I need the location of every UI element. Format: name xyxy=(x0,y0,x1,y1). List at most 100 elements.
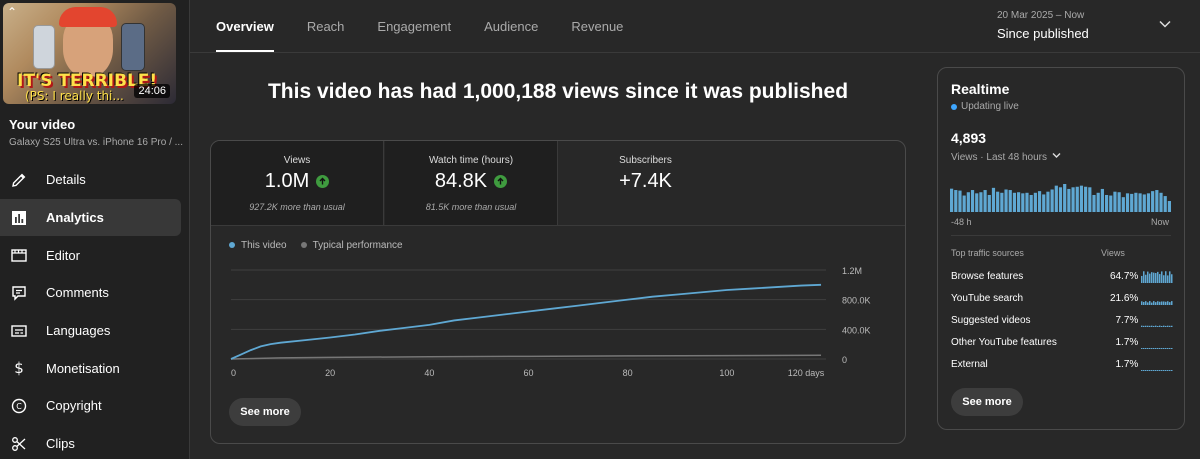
thumbnail-phone-left xyxy=(33,25,55,69)
realtime-bar xyxy=(1017,192,1021,212)
realtime-bar xyxy=(1134,192,1138,212)
sparkline-bar xyxy=(1165,271,1167,283)
sparkline-bar xyxy=(1147,348,1149,349)
x-tick-label: 120 days xyxy=(788,368,825,378)
realtime-bar xyxy=(975,193,979,212)
sidebar-item-languages[interactable]: Languages xyxy=(0,312,190,350)
tab-engagement[interactable]: Engagement xyxy=(377,18,452,34)
traffic-source: Suggested videos xyxy=(951,314,1031,326)
back-caret-icon[interactable]: ⌃ xyxy=(7,5,18,19)
realtime-bar xyxy=(1025,192,1029,212)
realtime-bar xyxy=(966,192,970,212)
y-tick-label: 400.0K xyxy=(842,325,871,335)
realtime-bar xyxy=(1130,193,1134,212)
realtime-period-selector[interactable]: Views · Last 48 hours xyxy=(951,150,1062,164)
realtime-bar xyxy=(1012,192,1017,212)
date-range-picker[interactable]: 20 Mar 2025 – Now Since published xyxy=(997,10,1089,41)
realtime-bar xyxy=(1021,193,1025,212)
sidebar-item-comments[interactable]: Comments xyxy=(0,274,190,312)
video-thumbnail[interactable]: ⌃ IT'S TERRIBLE! (PS: I really thi... 24… xyxy=(3,3,176,104)
sparkline-bar xyxy=(1169,271,1171,283)
x-tick-label: 20 xyxy=(325,368,335,378)
see-more-button[interactable]: See more xyxy=(229,398,301,426)
realtime-bar xyxy=(1163,196,1167,212)
sparkline-bar xyxy=(1155,370,1157,371)
metric-label: Views xyxy=(283,155,311,166)
sidebar-item-clips[interactable]: Clips xyxy=(0,425,190,459)
tab-audience[interactable]: Audience xyxy=(484,18,539,34)
realtime-bar-chart xyxy=(950,184,1171,212)
views-chart: 1.2M 800.0K 400.0K 0 0 20 40 60 80 100 120 days xyxy=(230,266,871,378)
sparkline-bar xyxy=(1165,348,1167,349)
chevron-down-icon[interactable] xyxy=(1158,17,1172,36)
sidebar-item-monetisation[interactable]: $ Monetisation xyxy=(0,349,190,387)
tabs-divider xyxy=(190,52,1200,53)
copyright-icon: C xyxy=(10,397,28,415)
metric-value-row: 84.8K xyxy=(385,170,557,193)
sparkline-bar xyxy=(1169,370,1171,371)
realtime-status-text: Updating live xyxy=(961,101,1019,112)
realtime-count: 4,893 xyxy=(951,130,987,146)
metric-views[interactable]: Views 1.0M 927.2K more than usual xyxy=(211,141,384,225)
sparkline-bar xyxy=(1141,370,1143,371)
sparkline-bar xyxy=(1147,325,1149,327)
analytics-tabs: Overview Reach Engagement Audience Reven… xyxy=(216,0,656,52)
sparkline-bar xyxy=(1161,271,1163,283)
traffic-header-views: Views xyxy=(1101,248,1125,258)
sidebar-item-label: Details xyxy=(46,172,86,188)
realtime-bar xyxy=(1100,188,1104,212)
traffic-source: External xyxy=(951,358,988,370)
sparkline-bar xyxy=(1157,348,1159,349)
sparkline-bar xyxy=(1141,275,1143,283)
realtime-bar xyxy=(991,187,996,212)
metric-note: 927.2K more than usual xyxy=(249,202,345,212)
realtime-bar xyxy=(1125,193,1130,212)
traffic-sparkline xyxy=(1141,301,1173,305)
sparkline-bar xyxy=(1149,370,1151,371)
realtime-bar xyxy=(1058,187,1063,212)
tab-overview[interactable]: Overview xyxy=(216,0,274,52)
x-tick-label: 80 xyxy=(623,368,633,378)
realtime-axis-end: Now xyxy=(1151,217,1170,227)
realtime-bar xyxy=(1113,191,1117,212)
sidebar-item-analytics[interactable]: Analytics xyxy=(0,198,181,237)
realtime-bar xyxy=(1088,187,1092,212)
sparkline-bar xyxy=(1161,301,1163,305)
realtime-bar xyxy=(1096,192,1100,212)
sparkline-bar xyxy=(1145,370,1147,371)
sparkline-bar xyxy=(1155,325,1157,327)
realtime-see-more-button[interactable]: See more xyxy=(951,388,1023,416)
sparkline-bar xyxy=(1159,274,1161,283)
sidebar-item-editor[interactable]: Editor xyxy=(0,236,190,274)
sparkline-bar xyxy=(1169,348,1171,349)
svg-text:C: C xyxy=(16,402,22,411)
tab-revenue[interactable]: Revenue xyxy=(571,18,624,34)
sparkline-bar xyxy=(1149,348,1151,349)
realtime-bar xyxy=(1167,201,1171,212)
metric-subscribers[interactable]: Subscribers +7.4K xyxy=(559,141,732,225)
metric-watch-time[interactable]: Watch time (hours) 84.8K 81.5K more than… xyxy=(385,141,558,225)
traffic-row: External 1.7% xyxy=(951,353,1173,375)
realtime-bar xyxy=(1075,186,1079,212)
sparkline-bar xyxy=(1169,325,1171,327)
sidebar-item-copyright[interactable]: C Copyright xyxy=(0,387,190,425)
sparkline-bar xyxy=(1171,325,1173,327)
realtime-bar xyxy=(1155,190,1159,212)
sparkline-bar xyxy=(1171,370,1173,371)
realtime-bar xyxy=(996,191,1000,212)
sparkline-bar xyxy=(1141,301,1143,305)
sidebar-item-details[interactable]: Details xyxy=(0,161,190,199)
sparkline-bar xyxy=(1141,348,1143,349)
y-tick-label: 0 xyxy=(842,355,847,365)
realtime-axis-start: -48 h xyxy=(951,217,972,227)
metric-value: 84.8K xyxy=(434,170,488,192)
metric-value-row: +7.4K xyxy=(559,170,732,193)
tab-reach[interactable]: Reach xyxy=(306,18,345,34)
sparkline-bar xyxy=(1165,325,1167,327)
realtime-status: Updating live xyxy=(951,101,1019,112)
analytics-icon xyxy=(10,209,28,227)
traffic-row: YouTube search 21.6% xyxy=(951,287,1173,309)
svg-text:$: $ xyxy=(14,359,24,377)
sparkline-bar xyxy=(1145,348,1147,349)
